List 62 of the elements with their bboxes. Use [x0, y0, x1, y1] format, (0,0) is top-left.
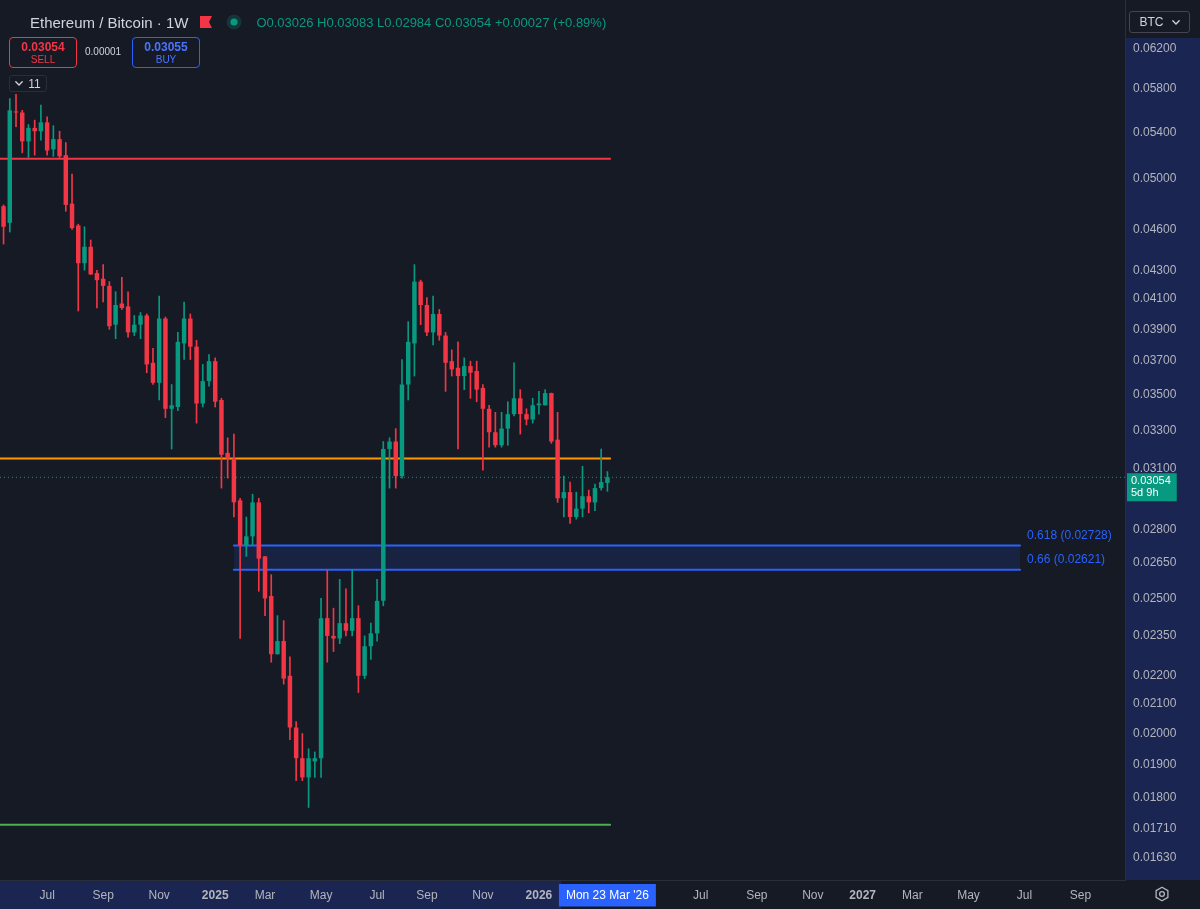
- x-tick-label: Mon 23 Mar '26: [565, 887, 650, 902]
- series-label: 0.618 (0.02728): [1027, 527, 1112, 542]
- y-tick-label: 0.01630: [1133, 849, 1177, 864]
- x-tick-label: Jul: [369, 887, 385, 902]
- x-tick-label: Jul: [693, 887, 709, 902]
- x-tick-label: May: [309, 887, 333, 902]
- candlestick: [38, 104, 44, 141]
- ref-line-label: 0.03054 5d 9h: [1131, 474, 1171, 499]
- y-tick-label: 0.02200: [1133, 668, 1177, 683]
- y-tick-label: 0.02350: [1133, 628, 1177, 643]
- y-tick-label: 0.03900: [1133, 321, 1177, 336]
- y-tick-label: 0.02100: [1133, 696, 1177, 711]
- text: BTC: [1139, 15, 1164, 29]
- annotation: 11: [28, 76, 41, 91]
- y-tick-label: 0.02800: [1133, 522, 1177, 537]
- x-tick-label: Nov: [802, 887, 824, 902]
- candlestick: [32, 119, 37, 156]
- y-tick-label: 0.05000: [1133, 171, 1177, 186]
- x-tick-label: 2025: [201, 887, 229, 902]
- y-tick-label: 0.04300: [1133, 262, 1177, 277]
- candlestick: [343, 588, 349, 637]
- candlestick: [13, 94, 19, 128]
- y-tick-label: 0.04100: [1133, 291, 1177, 306]
- text: Ethereum / Bitcoin · 1W: [30, 13, 189, 31]
- x-tick-label: Jul: [39, 887, 55, 902]
- x-tick-label: Mar: [254, 887, 276, 902]
- y-tick-label: 0.03100: [1133, 460, 1177, 475]
- y-tick-label: 0.03500: [1133, 387, 1177, 402]
- x-tick-label: Sep: [746, 887, 768, 902]
- x-tick-label: Sep: [92, 887, 115, 902]
- y-tick-label: 0.03300: [1133, 422, 1177, 437]
- annotation: SELL: [30, 53, 56, 66]
- y-tick-label: 0.01800: [1133, 789, 1177, 804]
- candlestick: [337, 579, 342, 644]
- series-label: 0.66 (0.02621): [1027, 552, 1106, 567]
- y-tick-label: 0.03700: [1133, 353, 1177, 368]
- x-tick-label: Mar: [902, 887, 923, 902]
- y-tick-label: 0.01900: [1133, 756, 1177, 771]
- x-tick-label: Sep: [416, 887, 438, 902]
- y-tick-label: 0.04600: [1133, 221, 1177, 236]
- candlestick: [349, 569, 355, 637]
- candlestick: [325, 569, 330, 663]
- annotation: 0.03055: [144, 39, 188, 54]
- y-tick-label: 0.02500: [1133, 590, 1177, 605]
- candlestick: [119, 276, 125, 310]
- y-tick-label: 0.05800: [1133, 81, 1177, 96]
- y-tick-label: 0.02650: [1133, 555, 1177, 570]
- y-tick-label: 0.02000: [1133, 725, 1177, 740]
- y-tick-label: 0.06200: [1133, 41, 1177, 56]
- y-tick-label: 0.01710: [1133, 820, 1177, 835]
- x-tick-label: Jul: [1016, 887, 1033, 902]
- annotation: BUY: [155, 53, 177, 66]
- annotation: 0.00001: [85, 46, 122, 58]
- y-tick-label: 0.05400: [1133, 124, 1177, 139]
- x-tick-label: May: [957, 887, 980, 902]
- x-tick-label: Sep: [1069, 887, 1092, 902]
- x-tick-label: 2027: [849, 887, 877, 902]
- x-tick-label: Nov: [148, 887, 170, 902]
- annotation: 0.03054: [21, 39, 65, 54]
- x-tick-label: Nov: [472, 887, 494, 902]
- text: O0.03026 H0.03083 L0.02984 C0.03054 +0.00027 (+0.89%): [256, 14, 607, 30]
- x-tick-label: 2026: [525, 887, 553, 902]
